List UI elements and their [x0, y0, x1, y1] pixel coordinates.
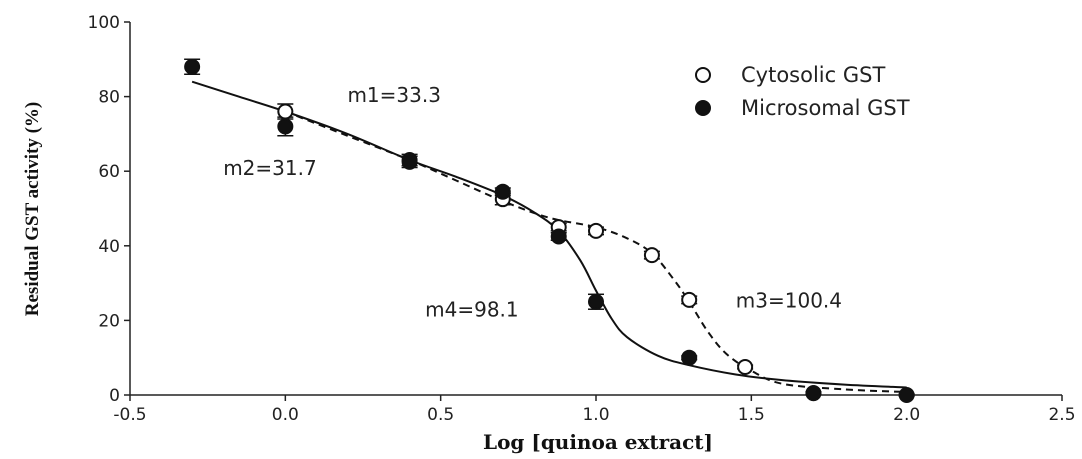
legend-label: Cytosolic GST: [741, 63, 885, 87]
annotations: m1=33.3 m2=31.7 m4=98.1 m3=100.4: [223, 83, 842, 321]
x-tick-label: 0.0: [272, 405, 299, 425]
cytosolic-data-point: [588, 222, 604, 239]
x-axis-label: Log [quinoa extract]: [483, 430, 713, 454]
cytosolic-data-point: [737, 359, 754, 376]
microsomal-data-point: [898, 387, 915, 403]
y-tick-label: 0: [109, 386, 120, 406]
y-tick-label: 60: [98, 162, 120, 182]
y-axis-label: Residual GST activity (%): [22, 102, 43, 316]
microsomal-data-point: [550, 228, 567, 245]
y-tick-label: 20: [98, 311, 120, 331]
cytosolic-data-point: [681, 291, 698, 308]
legend: Cytosolic GST Microsomal GST: [695, 63, 910, 120]
legend-marker-microsomal: [695, 100, 711, 116]
x-tick-label: 2.5: [1048, 405, 1075, 425]
x-tick-label: 1.5: [738, 405, 765, 425]
y-tick-label: 40: [98, 237, 120, 257]
slope-annotation: m3=100.4: [736, 288, 842, 312]
microsomal-data-point: [401, 153, 418, 170]
microsomal-data-point: [681, 349, 698, 366]
microsomal-data-point: [494, 183, 511, 200]
data-markers: [184, 58, 915, 403]
y-tick-label: 80: [98, 88, 120, 108]
microsomal-data-point: [277, 118, 294, 135]
y-tick-label: 100: [88, 13, 120, 33]
axes: -0.5 0.0 0.5 1.0 1.5 2.0 2.5 0 20 40 60 80 100: [88, 13, 1076, 425]
slope-annotation: m1=33.3: [347, 83, 441, 107]
microsomal-fit-curve: [191, 80, 907, 389]
cytosolic-data-point: [643, 247, 660, 264]
x-tick-label: -0.5: [113, 405, 146, 425]
legend-label: Microsomal GST: [741, 96, 910, 120]
fit-curves: [191, 80, 907, 393]
x-tick-label: 0.5: [427, 405, 454, 425]
slope-annotation: m2=31.7: [223, 156, 317, 180]
slope-annotation: m4=98.1: [425, 298, 518, 322]
cytosolic-data-point: [277, 103, 294, 120]
microsomal-data-point: [805, 385, 822, 402]
legend-marker-cytosolic: [695, 67, 711, 83]
microsomal-data-point: [184, 58, 201, 75]
x-tick-label: 2.0: [893, 405, 920, 425]
microsomal-data-point: [588, 293, 604, 310]
cytosolic-fit-curve: [284, 110, 907, 393]
x-tick-label: 1.0: [582, 405, 609, 425]
